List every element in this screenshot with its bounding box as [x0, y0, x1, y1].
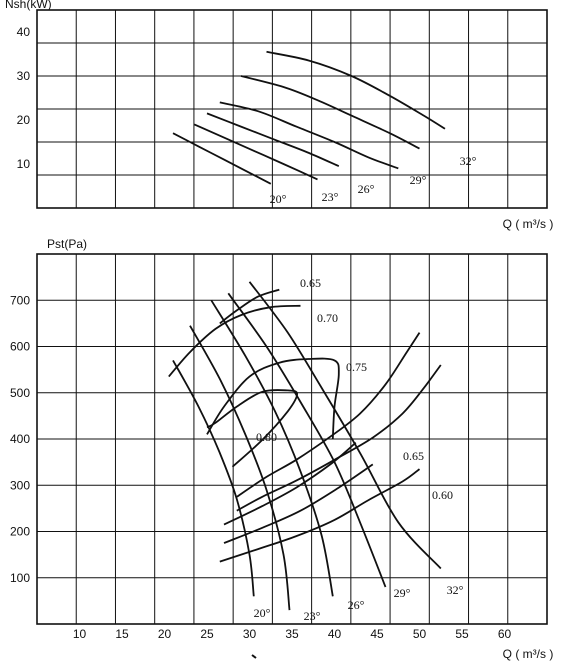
series-label: 23°	[304, 609, 321, 623]
series-curve	[168, 304, 301, 378]
series-curve	[193, 123, 318, 181]
series-label: 26°	[348, 598, 365, 612]
stray-mark	[251, 654, 257, 659]
series-curve	[206, 112, 340, 168]
series-label: 23°	[322, 190, 339, 204]
x-tick-label: 45	[370, 627, 384, 641]
series-curve	[223, 442, 357, 526]
series-label: 29°	[410, 173, 427, 187]
y-axis-title: Pst(Pa)	[47, 237, 87, 251]
series-label: 0.65	[300, 276, 321, 290]
series-label: 32°	[460, 154, 477, 168]
series-label: 29°	[394, 586, 411, 600]
series-label: 20°	[270, 192, 287, 206]
plot-frame	[36, 253, 548, 625]
series-curve	[236, 332, 421, 498]
y-tick-label: 20	[17, 113, 31, 127]
plot-frame	[36, 9, 548, 209]
y-axis-title: Nsh(kW)	[5, 0, 52, 11]
series-curve	[240, 75, 420, 150]
y-tick-label: 700	[10, 293, 30, 307]
y-tick-label: 30	[17, 69, 31, 83]
x-tick-label: 40	[328, 627, 342, 641]
x-axis-title: Q ( m³/s )	[503, 217, 554, 231]
series-label: 32°	[447, 583, 464, 597]
y-tick-label: 500	[10, 386, 30, 400]
series-curve	[172, 132, 272, 185]
series-label: 0.65	[403, 449, 424, 463]
series-label: 20°	[254, 606, 271, 620]
series-label: 0.60	[432, 488, 453, 502]
x-tick-label: 30	[243, 627, 257, 641]
x-tick-label: 55	[455, 627, 469, 641]
series-label: 0.80	[256, 430, 277, 444]
series-curve	[206, 357, 340, 440]
x-tick-label: 25	[200, 627, 214, 641]
y-tick-label: 40	[17, 25, 31, 39]
y-tick-label: 10	[17, 157, 31, 171]
x-tick-label: 15	[115, 627, 129, 641]
y-tick-label: 600	[10, 340, 30, 354]
x-tick-label: 50	[413, 627, 427, 641]
x-tick-label: 20	[158, 627, 172, 641]
series-curve	[227, 292, 387, 588]
series-curve	[219, 468, 421, 563]
y-tick-label: 100	[10, 571, 30, 585]
series-curve	[223, 463, 374, 544]
x-axis-title: Q ( m³/s )	[503, 647, 554, 661]
x-tick-label: 10	[73, 627, 87, 641]
series-label: 0.75	[346, 360, 367, 374]
series-curve	[189, 325, 291, 611]
series-curve	[266, 50, 446, 130]
y-tick-label: 300	[10, 478, 30, 492]
series-label: 26°	[358, 182, 375, 196]
x-tick-label: 35	[285, 627, 299, 641]
y-tick-label: 400	[10, 432, 30, 446]
series-curve	[219, 288, 280, 325]
series-curve	[172, 359, 255, 597]
y-tick-label: 200	[10, 525, 30, 539]
series-label: 0.70	[317, 311, 338, 325]
series-curve	[236, 364, 442, 512]
series-curve	[206, 389, 299, 468]
series-curve	[248, 281, 442, 570]
series-curve	[219, 101, 399, 170]
x-tick-label: 60	[498, 627, 512, 641]
series-curve	[210, 299, 334, 597]
